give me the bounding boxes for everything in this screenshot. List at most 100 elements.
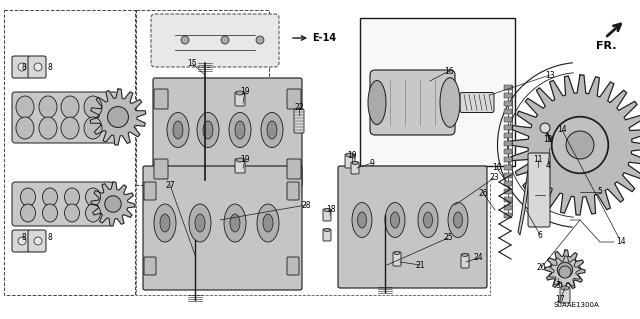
Text: 16: 16 [444, 66, 454, 76]
Ellipse shape [203, 121, 213, 139]
Text: 8: 8 [47, 63, 52, 72]
Polygon shape [91, 182, 135, 226]
Bar [504, 133, 512, 138]
FancyBboxPatch shape [235, 92, 245, 106]
Ellipse shape [224, 204, 246, 242]
Ellipse shape [65, 188, 79, 206]
Text: 8: 8 [22, 63, 26, 72]
Bar [504, 117, 512, 122]
Polygon shape [549, 256, 581, 288]
Text: 28: 28 [301, 201, 311, 210]
Bar [504, 85, 512, 90]
Text: 26: 26 [478, 189, 488, 197]
FancyBboxPatch shape [287, 257, 299, 275]
Bar [504, 93, 512, 98]
Bar [504, 125, 512, 130]
Ellipse shape [20, 204, 35, 222]
FancyBboxPatch shape [370, 70, 455, 135]
Text: E-14: E-14 [312, 33, 336, 43]
FancyBboxPatch shape [560, 287, 570, 303]
Ellipse shape [86, 204, 100, 222]
FancyBboxPatch shape [345, 154, 355, 168]
Bar [504, 205, 512, 210]
Text: 8: 8 [22, 233, 26, 241]
Circle shape [105, 196, 121, 212]
Ellipse shape [39, 117, 57, 139]
Ellipse shape [462, 254, 468, 256]
Text: 13: 13 [545, 70, 555, 79]
Text: 9: 9 [369, 159, 374, 167]
Circle shape [221, 36, 229, 44]
FancyBboxPatch shape [287, 159, 301, 179]
Polygon shape [510, 75, 640, 215]
Text: 21: 21 [415, 261, 425, 270]
Circle shape [566, 131, 594, 159]
Circle shape [552, 116, 609, 174]
Circle shape [559, 266, 571, 278]
Bar [504, 197, 512, 202]
Ellipse shape [20, 188, 35, 206]
Text: 27: 27 [165, 181, 175, 189]
Circle shape [540, 123, 550, 133]
Circle shape [34, 63, 42, 71]
Ellipse shape [235, 121, 245, 139]
Ellipse shape [42, 204, 58, 222]
Circle shape [181, 36, 189, 44]
Ellipse shape [160, 214, 170, 232]
Ellipse shape [394, 251, 400, 255]
Text: 11: 11 [533, 155, 543, 165]
Text: 19: 19 [347, 151, 357, 160]
FancyBboxPatch shape [338, 166, 487, 288]
Text: 18: 18 [326, 205, 336, 214]
Ellipse shape [236, 91, 244, 95]
Bar [504, 165, 512, 170]
Ellipse shape [189, 204, 211, 242]
FancyBboxPatch shape [28, 56, 46, 78]
FancyBboxPatch shape [461, 254, 469, 268]
FancyBboxPatch shape [12, 92, 118, 143]
Ellipse shape [267, 121, 277, 139]
Ellipse shape [257, 204, 279, 242]
FancyBboxPatch shape [151, 14, 279, 67]
Text: 19: 19 [240, 87, 250, 97]
Bar [504, 173, 512, 178]
Ellipse shape [167, 113, 189, 147]
Bar [504, 141, 512, 146]
Ellipse shape [454, 212, 463, 228]
FancyBboxPatch shape [323, 209, 331, 221]
Text: 23: 23 [489, 174, 499, 182]
Circle shape [108, 107, 129, 128]
Text: S0AAE1300A: S0AAE1300A [554, 302, 600, 308]
Circle shape [18, 237, 26, 245]
Ellipse shape [358, 212, 367, 228]
FancyBboxPatch shape [460, 93, 494, 113]
Bar [504, 101, 512, 106]
Ellipse shape [352, 203, 372, 238]
Ellipse shape [261, 113, 283, 147]
Ellipse shape [65, 204, 79, 222]
FancyBboxPatch shape [294, 109, 304, 133]
Ellipse shape [440, 78, 460, 127]
FancyBboxPatch shape [12, 56, 30, 78]
Ellipse shape [448, 203, 468, 238]
Ellipse shape [424, 212, 433, 228]
Circle shape [552, 117, 608, 173]
Ellipse shape [368, 80, 386, 124]
Circle shape [34, 237, 42, 245]
Ellipse shape [197, 113, 219, 147]
Text: 19: 19 [240, 155, 250, 165]
FancyBboxPatch shape [323, 229, 331, 241]
Text: 24: 24 [473, 254, 483, 263]
Circle shape [18, 63, 26, 71]
Bar [504, 181, 512, 186]
Ellipse shape [39, 96, 57, 118]
Ellipse shape [229, 113, 251, 147]
Ellipse shape [418, 203, 438, 238]
FancyBboxPatch shape [12, 182, 113, 226]
Text: 20: 20 [536, 263, 546, 272]
Text: 25: 25 [443, 234, 453, 242]
FancyBboxPatch shape [351, 162, 359, 174]
Ellipse shape [61, 96, 79, 118]
Ellipse shape [84, 96, 102, 118]
FancyBboxPatch shape [154, 159, 168, 179]
